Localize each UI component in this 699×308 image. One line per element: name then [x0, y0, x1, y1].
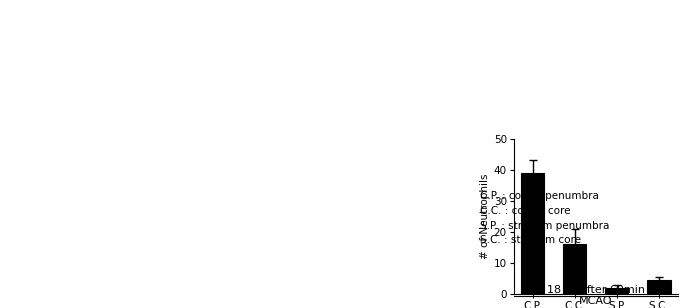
Text: C.P. : cortex penumbra
C.C. : cortex core
S.P. : striatum penumbra
S.C. : striat: C.P. : cortex penumbra C.C. : cortex cor… — [480, 191, 610, 245]
Bar — [605, 288, 628, 294]
Bar — [563, 244, 586, 294]
Y-axis label: # of Neutrophils: # of Neutrophils — [480, 174, 489, 259]
Text: 18 hr after 60min
MCAO: 18 hr after 60min MCAO — [547, 285, 645, 306]
Bar — [647, 280, 670, 294]
Bar — [521, 173, 545, 294]
